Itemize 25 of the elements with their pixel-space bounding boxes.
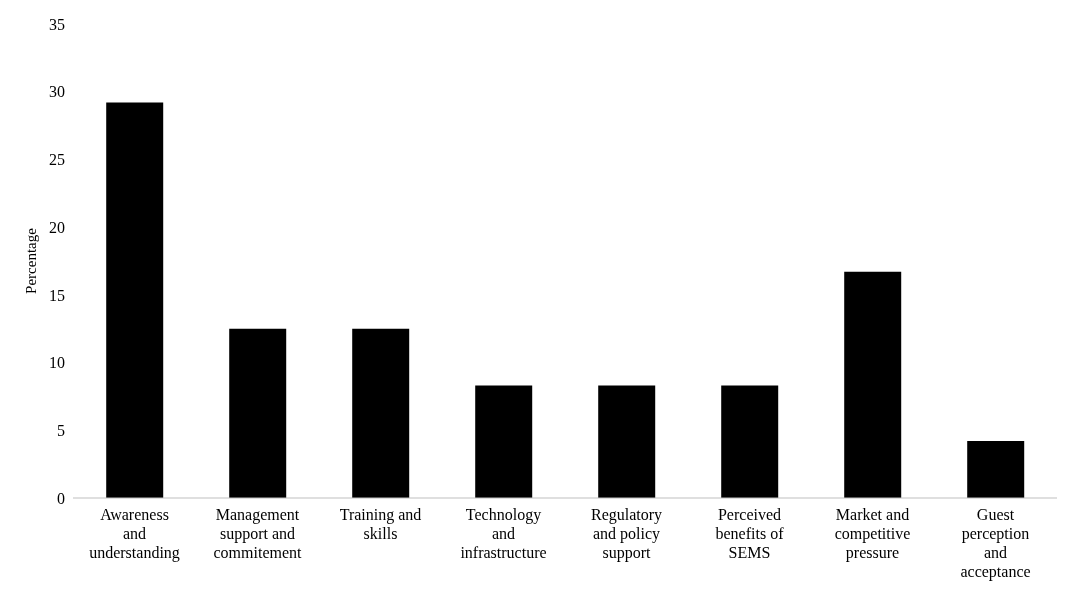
- y-tick-label: 0: [57, 489, 65, 507]
- bar: [229, 328, 287, 498]
- x-tick-label: Management support and commitement: [213, 506, 303, 561]
- bar: [475, 385, 533, 498]
- y-tick-label: 20: [49, 218, 65, 236]
- bar: [721, 385, 779, 498]
- bar: [844, 271, 902, 498]
- y-axis-title: Percentage: [23, 227, 40, 294]
- x-tick-label: Technology and infrastructure: [460, 506, 547, 561]
- x-tick-label: Market and competitive pressure: [834, 506, 911, 562]
- bar: [106, 102, 164, 498]
- x-tick-label: Guest perception and acceptance: [960, 506, 1031, 581]
- y-tick-label: 15: [49, 286, 65, 304]
- y-tick-label: 10: [49, 354, 65, 372]
- bar: [598, 385, 656, 498]
- y-tick-label: 35: [49, 15, 65, 33]
- bar: [352, 328, 410, 498]
- y-tick-label: 5: [57, 421, 65, 439]
- x-tick-label: Regulatory and policy support: [590, 506, 663, 562]
- bar: [967, 441, 1025, 498]
- x-tick-label: Awareness and understanding: [89, 506, 180, 562]
- x-tick-label: Training and skills: [339, 506, 422, 542]
- x-tick-label: Perceived benefits of SEMS: [715, 506, 785, 561]
- y-tick-label: 30: [49, 83, 65, 101]
- y-tick-label: 25: [49, 151, 65, 169]
